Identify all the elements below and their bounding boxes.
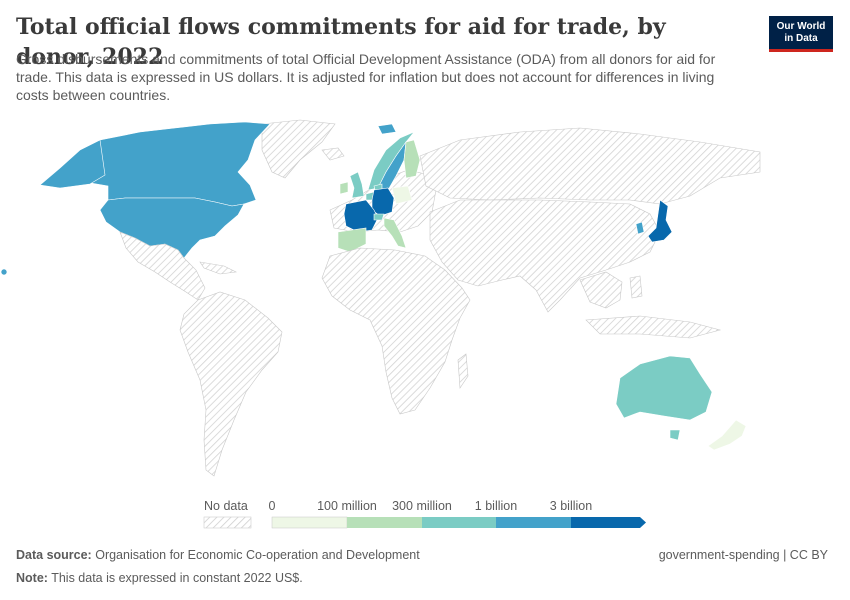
country-japan[interactable]: [647, 199, 673, 243]
region-mexico-central-america[interactable]: [119, 231, 206, 301]
country-hawaii[interactable]: [0, 268, 8, 276]
region-middle-east-asia[interactable]: [429, 199, 661, 313]
country-france[interactable]: [343, 199, 379, 233]
country-poland[interactable]: [391, 185, 413, 205]
chart-subtitle: Gross disbursements and commitments of t…: [16, 51, 716, 103]
chart-title: Total official flows commitments for aid…: [16, 14, 666, 70]
country-alaska[interactable]: [39, 139, 106, 189]
country-ireland[interactable]: [339, 181, 349, 195]
chart-note: Note: This data is expressed in constant…: [16, 571, 303, 585]
country-switzerland[interactable]: [373, 213, 385, 221]
license-text[interactable]: government-spending | CC BY: [658, 548, 828, 562]
note-text: This data is expressed in constant 2022 …: [51, 571, 303, 585]
country-greenland[interactable]: [261, 119, 336, 179]
legend-tick-3: 1 billion: [475, 499, 517, 513]
country-germany[interactable]: [371, 187, 395, 217]
country-svalbard[interactable]: [377, 123, 397, 135]
region-russia[interactable]: [419, 127, 761, 205]
country-new-zealand[interactable]: [707, 419, 747, 451]
legend-bin-2: [422, 517, 496, 528]
country-tasmania[interactable]: [669, 429, 681, 441]
region-south-america[interactable]: [179, 291, 283, 477]
legend-tick-0: 0: [269, 499, 276, 513]
legend-bin-0: [271, 516, 348, 529]
country-united-kingdom[interactable]: [349, 171, 365, 199]
country-south-korea[interactable]: [635, 221, 645, 235]
region-indonesia[interactable]: [585, 315, 722, 339]
legend-bin-1: [347, 517, 422, 528]
region-southeast-asia[interactable]: [579, 271, 623, 309]
logo-line-2: in Data: [784, 33, 818, 44]
data-source-label: Data source:: [16, 548, 92, 562]
legend-color-bar: [271, 516, 646, 529]
region-africa[interactable]: [321, 247, 471, 415]
country-finland[interactable]: [403, 139, 421, 179]
legend-tick-1: 100 million: [317, 499, 377, 513]
world-map[interactable]: [0, 118, 850, 488]
country-italy[interactable]: [383, 217, 407, 249]
map-legend: No data 0 100 million 300 million 1 bill…: [203, 499, 646, 529]
logo-line-1: Our World: [776, 21, 826, 32]
legend-no-data-label: No data: [204, 499, 248, 513]
country-spain[interactable]: [337, 227, 367, 253]
data-source-text[interactable]: Organisation for Economic Co-operation a…: [95, 548, 420, 562]
country-madagascar[interactable]: [457, 353, 469, 389]
legend-tick-4: 3 billion: [550, 499, 592, 513]
country-iceland[interactable]: [321, 147, 345, 161]
note-label: Note:: [16, 571, 48, 585]
legend-no-data-swatch: [203, 516, 252, 529]
legend-tick-2: 300 million: [392, 499, 452, 513]
region-caribbean[interactable]: [199, 261, 238, 275]
owid-logo[interactable]: Our World in Data: [769, 16, 833, 52]
data-source: Data source: Organisation for Economic C…: [16, 548, 420, 562]
legend-bin-4: [571, 517, 646, 528]
country-philippines[interactable]: [629, 275, 643, 299]
country-australia[interactable]: [615, 355, 713, 421]
legend-bin-3: [496, 517, 571, 528]
